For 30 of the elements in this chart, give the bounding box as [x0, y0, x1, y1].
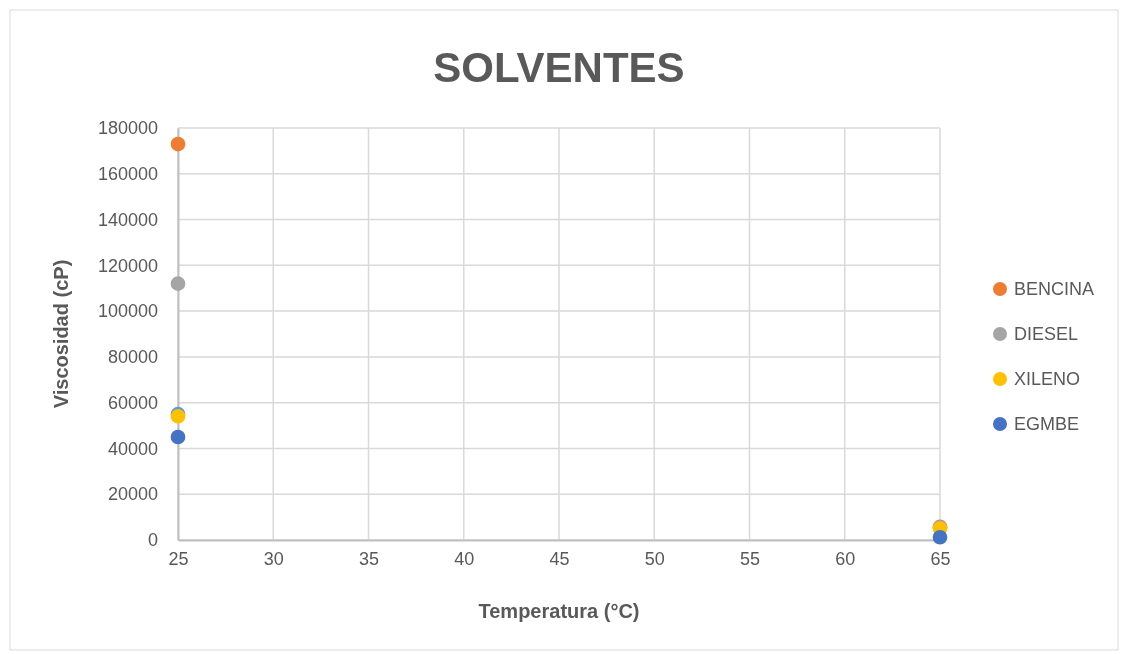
x-axis-title: Temperatura (°C) — [478, 600, 640, 622]
x-tick-label: 55 — [739, 548, 761, 569]
y-axis-title: Viscosidad (cP) — [50, 259, 72, 409]
x-tick-label: 40 — [454, 548, 475, 569]
x-tick-label: 60 — [835, 548, 856, 569]
y-tick-label: 60000 — [107, 392, 158, 413]
y-tick-label: 140000 — [97, 209, 158, 230]
y-tick-label: 100000 — [97, 301, 158, 322]
y-tick-label: 0 — [147, 530, 158, 551]
point — [932, 529, 948, 545]
x-tick-label: 45 — [549, 548, 570, 569]
legend-label: DIESEL — [1014, 324, 1079, 344]
point — [170, 276, 186, 291]
y-tick-label: 40000 — [107, 438, 158, 459]
legend-label: EGMBE — [1014, 414, 1080, 434]
x-tick-label: 25 — [168, 548, 189, 569]
legend-label: XILENO — [1014, 369, 1081, 389]
y-tick-label: 180000 — [97, 118, 158, 139]
point — [170, 136, 186, 152]
point — [170, 429, 186, 445]
x-tick-label: 35 — [358, 548, 380, 569]
x-tick-label: 65 — [930, 548, 951, 569]
x-tick-label: 50 — [644, 548, 665, 569]
chart-title: SOLVENTES — [433, 44, 685, 91]
y-tick-label: 80000 — [107, 347, 158, 368]
x-tick-label: 30 — [263, 548, 284, 569]
y-tick-label: 160000 — [97, 164, 158, 185]
y-tick-label: 20000 — [107, 484, 158, 505]
legend-label: BENCINA — [1014, 279, 1095, 299]
y-tick-label: 120000 — [97, 255, 158, 276]
